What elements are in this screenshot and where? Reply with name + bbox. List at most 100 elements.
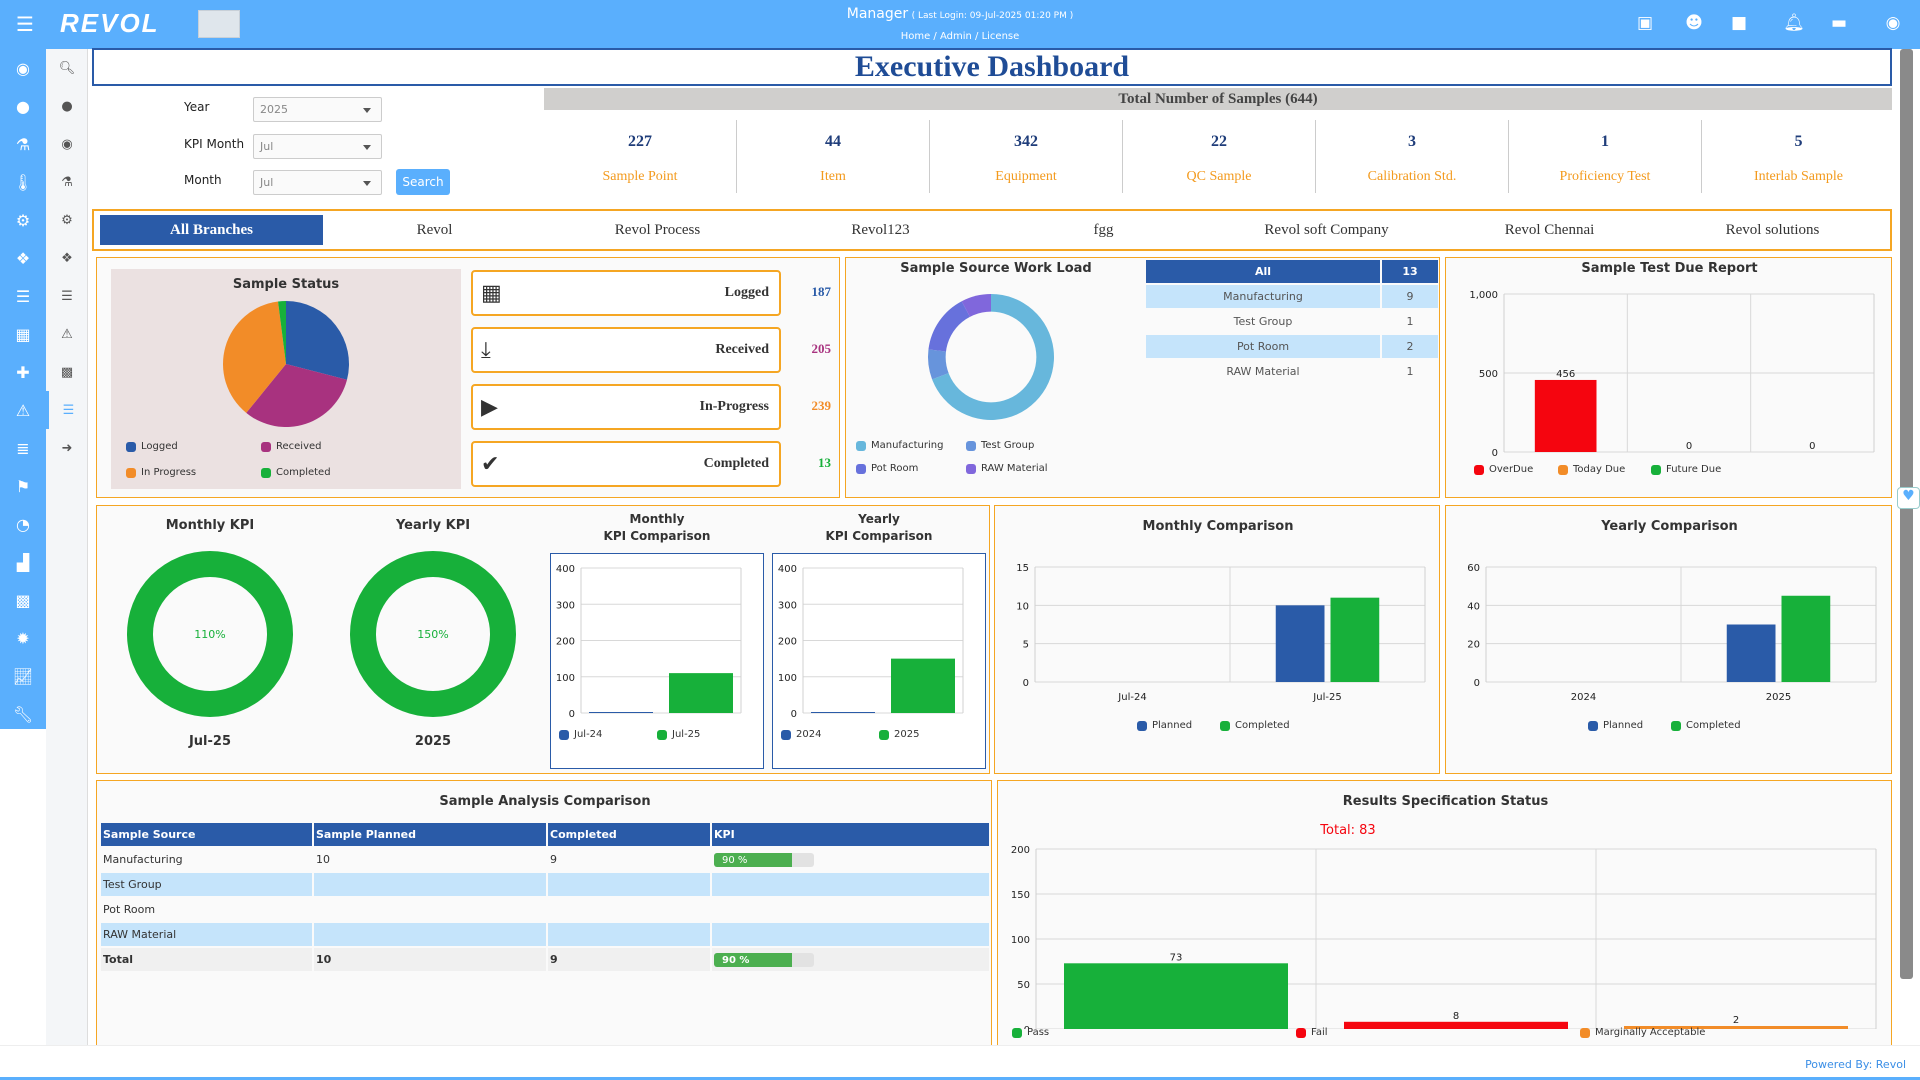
logged-card[interactable]: ▦ Logged: [471, 270, 781, 316]
legend-completed[interactable]: Completed: [1220, 720, 1290, 731]
image-icon[interactable]: ▩: [15, 590, 31, 610]
gear-icon[interactable]: ✹: [16, 628, 30, 648]
branch-tab-revol123[interactable]: Revol123: [851, 222, 910, 238]
table-row[interactable]: RAW Material 1: [1146, 360, 1438, 383]
favorite-heart-icon[interactable]: ♥: [1897, 487, 1920, 509]
server-icon[interactable]: ≣: [16, 438, 30, 458]
legend-jul-25[interactable]: Jul-25: [657, 729, 700, 740]
bell-icon[interactable]: 🔔︎: [1783, 13, 1805, 33]
legend-raw-material[interactable]: RAW Material: [966, 463, 1048, 474]
source-name[interactable]: RAW Material: [1226, 365, 1300, 378]
legend-2025[interactable]: 2025: [879, 729, 919, 740]
year-select[interactable]: 2025: [253, 97, 382, 122]
calendar-icon[interactable]: ▦: [15, 324, 31, 344]
branch-tab-all-branches[interactable]: All Branches: [100, 215, 323, 245]
legend-in-progress[interactable]: In Progress: [126, 467, 196, 478]
legend-pot-room[interactable]: Pot Room: [856, 463, 918, 474]
header-all[interactable]: All: [1146, 260, 1380, 283]
col-completed[interactable]: Completed: [548, 823, 710, 846]
globe-icon[interactable]: ●: [16, 96, 30, 116]
search-button[interactable]: Search: [396, 169, 450, 195]
kpi-month-select[interactable]: Jul: [253, 134, 382, 159]
table-row[interactable]: Pot Room 2: [1146, 335, 1438, 358]
chat-icon[interactable]: ▬: [1830, 13, 1848, 33]
warning-icon[interactable]: ⚠: [15, 400, 31, 420]
image-icon[interactable]: ▩: [60, 364, 74, 380]
source-name[interactable]: Pot Room: [1146, 335, 1380, 358]
month-select[interactable]: Jul: [253, 170, 382, 195]
user-icon[interactable]: ◉: [61, 136, 73, 152]
legend-completed[interactable]: Completed: [261, 467, 331, 478]
col-sample-source[interactable]: Sample Source: [101, 823, 312, 846]
branch-tab-revol[interactable]: Revol: [416, 222, 453, 238]
legend-completed[interactable]: Completed: [1671, 720, 1741, 731]
industry-icon[interactable]: ▟: [16, 552, 30, 572]
branch-tab-revol-process[interactable]: Revol Process: [614, 222, 701, 238]
legend-overdue[interactable]: OverDue: [1474, 464, 1533, 475]
legend-received[interactable]: Received: [261, 441, 322, 452]
flask-icon[interactable]: ⚗: [15, 134, 31, 154]
legend-test-group[interactable]: Test Group: [966, 440, 1034, 451]
breadcrumb-home[interactable]: Home: [900, 31, 931, 42]
breadcrumb-admin[interactable]: Admin: [939, 31, 972, 42]
source-name[interactable]: Test Group: [1233, 315, 1293, 328]
flag-icon[interactable]: ⚑: [15, 476, 31, 496]
count-label[interactable]: Equipment: [995, 169, 1057, 184]
branch-tab-revol-solutions[interactable]: Revol solutions: [1725, 222, 1820, 238]
branch-tab-revol-soft-company[interactable]: Revol soft Company: [1264, 222, 1389, 238]
count-label[interactable]: Calibration Std.: [1367, 169, 1457, 184]
legend-today-due[interactable]: Today Due: [1558, 464, 1625, 475]
count-label[interactable]: Proficiency Test: [1559, 169, 1651, 184]
puzzle-icon[interactable]: ✚: [16, 362, 30, 382]
legend-pass[interactable]: Pass: [1012, 1027, 1049, 1038]
database-icon[interactable]: ☰: [15, 286, 31, 306]
count-label[interactable]: Item: [820, 169, 846, 184]
scrollbar[interactable]: [1900, 49, 1913, 979]
database-icon[interactable]: ☰: [61, 288, 73, 304]
table-row[interactable]: Manufacturing 9: [1146, 285, 1438, 308]
legend-jul-24[interactable]: Jul-24: [559, 729, 602, 740]
col-kpi[interactable]: KPI: [712, 823, 989, 846]
cubes-icon[interactable]: ❖: [61, 250, 73, 266]
legend-manufacturing[interactable]: Manufacturing: [856, 440, 943, 451]
robot-icon[interactable]: ☻: [1685, 13, 1703, 33]
legend-logged[interactable]: Logged: [126, 441, 178, 452]
report-icon[interactable]: ▣: [1636, 13, 1654, 33]
video-camera-icon[interactable]: ■: [1730, 13, 1748, 33]
search-icon[interactable]: 🔍︎: [58, 60, 76, 76]
wrench-icon[interactable]: 🔧︎: [12, 704, 34, 724]
arrow-right-circle-icon[interactable]: ➜: [61, 440, 73, 456]
count-label[interactable]: Interlab Sample: [1753, 169, 1844, 184]
flask-icon[interactable]: ⚗: [61, 174, 73, 190]
branch-tab-revol-chennai[interactable]: Revol Chennai: [1504, 222, 1595, 238]
count-label[interactable]: QC Sample: [1186, 169, 1252, 184]
in-progress-card[interactable]: ▶ In-Progress: [471, 384, 781, 430]
thermometer-icon[interactable]: 🌡︎: [12, 172, 34, 192]
warning-icon[interactable]: ⚠: [61, 326, 73, 342]
legend-future-due[interactable]: Future Due: [1651, 464, 1721, 475]
legend-planned[interactable]: Planned: [1588, 720, 1643, 731]
source-name[interactable]: Manufacturing: [1146, 285, 1380, 308]
breadcrumb-license[interactable]: License: [981, 31, 1020, 42]
completed-card[interactable]: ✔ Completed: [471, 441, 781, 487]
cogs-icon[interactable]: ⚙: [15, 210, 31, 230]
cubes-icon[interactable]: ❖: [15, 248, 31, 268]
globe-icon[interactable]: ●: [61, 98, 73, 114]
table-row[interactable]: Test Group 1: [1146, 310, 1438, 333]
legend-marginally-acceptable[interactable]: Marginally Acceptable: [1580, 1027, 1705, 1038]
col-sample-planned[interactable]: Sample Planned: [314, 823, 546, 846]
line-chart-icon[interactable]: 📈︎: [12, 666, 34, 686]
dashboard-icon[interactable]: ◉: [16, 58, 30, 78]
hamburger-menu-icon[interactable]: ☰: [16, 12, 34, 36]
count-label[interactable]: Sample Point: [602, 169, 678, 184]
legend-2024[interactable]: 2024: [781, 729, 821, 740]
branch-tab-fgg[interactable]: fgg: [1093, 222, 1114, 238]
legend-planned[interactable]: Planned: [1137, 720, 1192, 731]
legend-fail[interactable]: Fail: [1296, 1027, 1328, 1038]
pie-chart-icon[interactable]: ◔: [16, 514, 30, 534]
database-active-icon[interactable]: ☰: [46, 391, 88, 429]
kpi-ring: [350, 551, 516, 717]
user-profile-icon[interactable]: ◉: [1885, 13, 1901, 33]
received-card[interactable]: ⤓ Received: [471, 327, 781, 373]
cogs-icon[interactable]: ⚙: [61, 212, 73, 228]
